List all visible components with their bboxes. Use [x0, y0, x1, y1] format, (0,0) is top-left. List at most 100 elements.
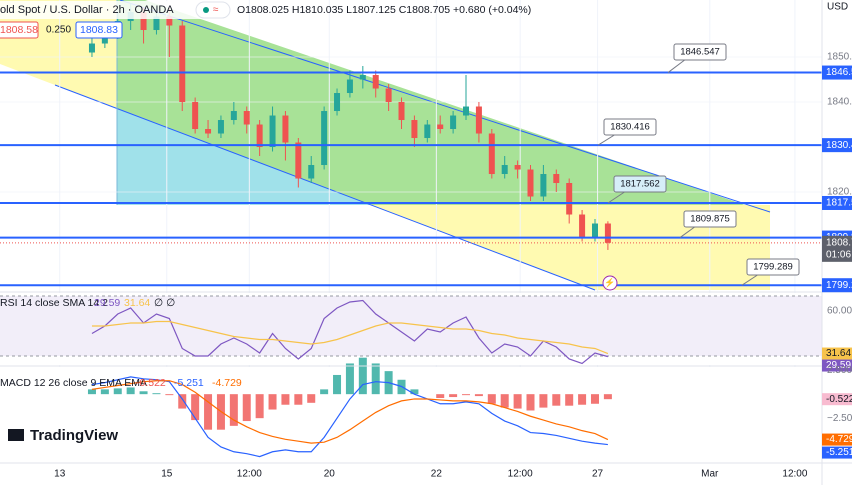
callout-box [673, 43, 727, 61]
histogram-bar [139, 391, 148, 395]
candle-body [450, 115, 457, 130]
histogram-bar [333, 374, 342, 395]
level-axis-box [822, 278, 852, 293]
x-tick-label: 12:00 [782, 469, 807, 480]
indicator-axis-label: -0.522 [826, 394, 852, 405]
callout-box [683, 210, 737, 228]
header-bg [0, 1, 232, 19]
callout-leader [741, 273, 760, 286]
callout-leader [607, 190, 627, 204]
callout-label: 1846.547 [680, 47, 720, 58]
histogram-bar [255, 394, 264, 419]
candle-body [463, 106, 470, 116]
candle-body [514, 165, 521, 170]
histogram-bar [320, 389, 329, 395]
bid: 1808.58 [0, 24, 38, 36]
candle-body [243, 111, 250, 125]
candle-body [540, 174, 547, 197]
candle-body [398, 102, 405, 121]
indicator-axis-label: -4.729 [826, 434, 852, 445]
x-tick-label: Mar [701, 469, 719, 480]
candle-body [566, 183, 573, 215]
spread: 0.250 [46, 25, 71, 36]
event-icon-glyph: ⚡ [604, 276, 615, 288]
histogram-bar [204, 394, 213, 430]
y-tick-label: 1820.0 [827, 187, 852, 198]
candle-body [269, 115, 276, 148]
candle-body [166, 16, 173, 26]
y-tick-label: 1850.0 [827, 52, 852, 63]
histogram-bar [268, 394, 277, 410]
ask: 1808.83 [80, 24, 118, 36]
candle-body [179, 25, 186, 103]
candle-body [475, 106, 482, 134]
status-pill[interactable] [195, 1, 231, 19]
callout-box [746, 258, 800, 276]
currency: USD [827, 2, 848, 13]
callout-label: 1809.875 [690, 214, 730, 225]
histogram-bar [294, 394, 303, 405]
indicator-value: 31.64 [124, 297, 150, 309]
histogram-bar [191, 394, 200, 421]
ohlc: O1808.025 H1810.035 L1807.125 C1808.705 … [237, 4, 531, 16]
histogram-bar [410, 389, 419, 395]
x-tick-label: 12:00 [508, 469, 533, 480]
candle-body [501, 165, 508, 175]
candle-body [101, 34, 108, 44]
sell-box[interactable] [0, 21, 39, 39]
indicator-line [91, 376, 608, 458]
callout-label: 1817.562 [620, 179, 660, 190]
indicator-value: -0.522 [136, 377, 166, 389]
candle-body [346, 79, 353, 94]
candle-body [256, 124, 263, 148]
histogram-bar [590, 394, 599, 404]
histogram-bar [578, 394, 587, 405]
level-axis-box [822, 65, 852, 80]
event-icon[interactable] [602, 275, 618, 291]
callout-box [613, 175, 667, 193]
delay-icon: ≈ [213, 5, 219, 16]
x-tick-label: 15 [161, 469, 173, 480]
y-tick-label: 2.500 [827, 365, 852, 376]
histogram-bar [436, 394, 445, 399]
histogram-bar [178, 394, 187, 409]
indicator-value: 29.59 [94, 297, 120, 309]
candle-body [591, 223, 598, 238]
x-tick-label: 22 [431, 469, 443, 480]
histogram-bar [100, 389, 109, 395]
candle-body [205, 129, 212, 134]
candle-body [424, 124, 431, 139]
histogram-bar [165, 394, 174, 396]
histogram-bar [113, 388, 122, 395]
callout-leader [679, 225, 697, 238]
indicator-axis-box [822, 433, 852, 446]
histogram-bar [526, 394, 535, 411]
level-axis-label: 1846.547 [826, 67, 852, 78]
rsi-band [0, 296, 822, 356]
indicator-axis-box [822, 393, 852, 406]
symbol: old Spot / U.S. Dollar · 2h · OANDA [0, 4, 174, 16]
histogram-bar [307, 394, 316, 403]
candle-body [334, 93, 341, 112]
histogram-bar [358, 357, 367, 395]
indicator-line [91, 299, 609, 365]
market-status [203, 7, 209, 13]
callout-leader [667, 58, 687, 73]
candle-body [295, 142, 302, 179]
level-axis-label: 1799.289 [826, 280, 852, 291]
callout-box [603, 118, 657, 136]
candle-body [604, 223, 611, 243]
level-axis-box [822, 138, 852, 153]
y-tick-label: 1840.0 [827, 97, 852, 108]
candle-body [321, 111, 328, 166]
callout-label: 1830.416 [610, 122, 650, 133]
last-price-box [822, 235, 852, 262]
candle-body [217, 120, 224, 134]
candle-body [553, 174, 560, 184]
histogram-bar [487, 394, 496, 404]
histogram-bar [371, 363, 380, 395]
buy-box[interactable] [75, 21, 123, 39]
histogram-bar [152, 393, 161, 395]
channel-line [54, 84, 596, 291]
indicator-axis-box [822, 347, 852, 360]
